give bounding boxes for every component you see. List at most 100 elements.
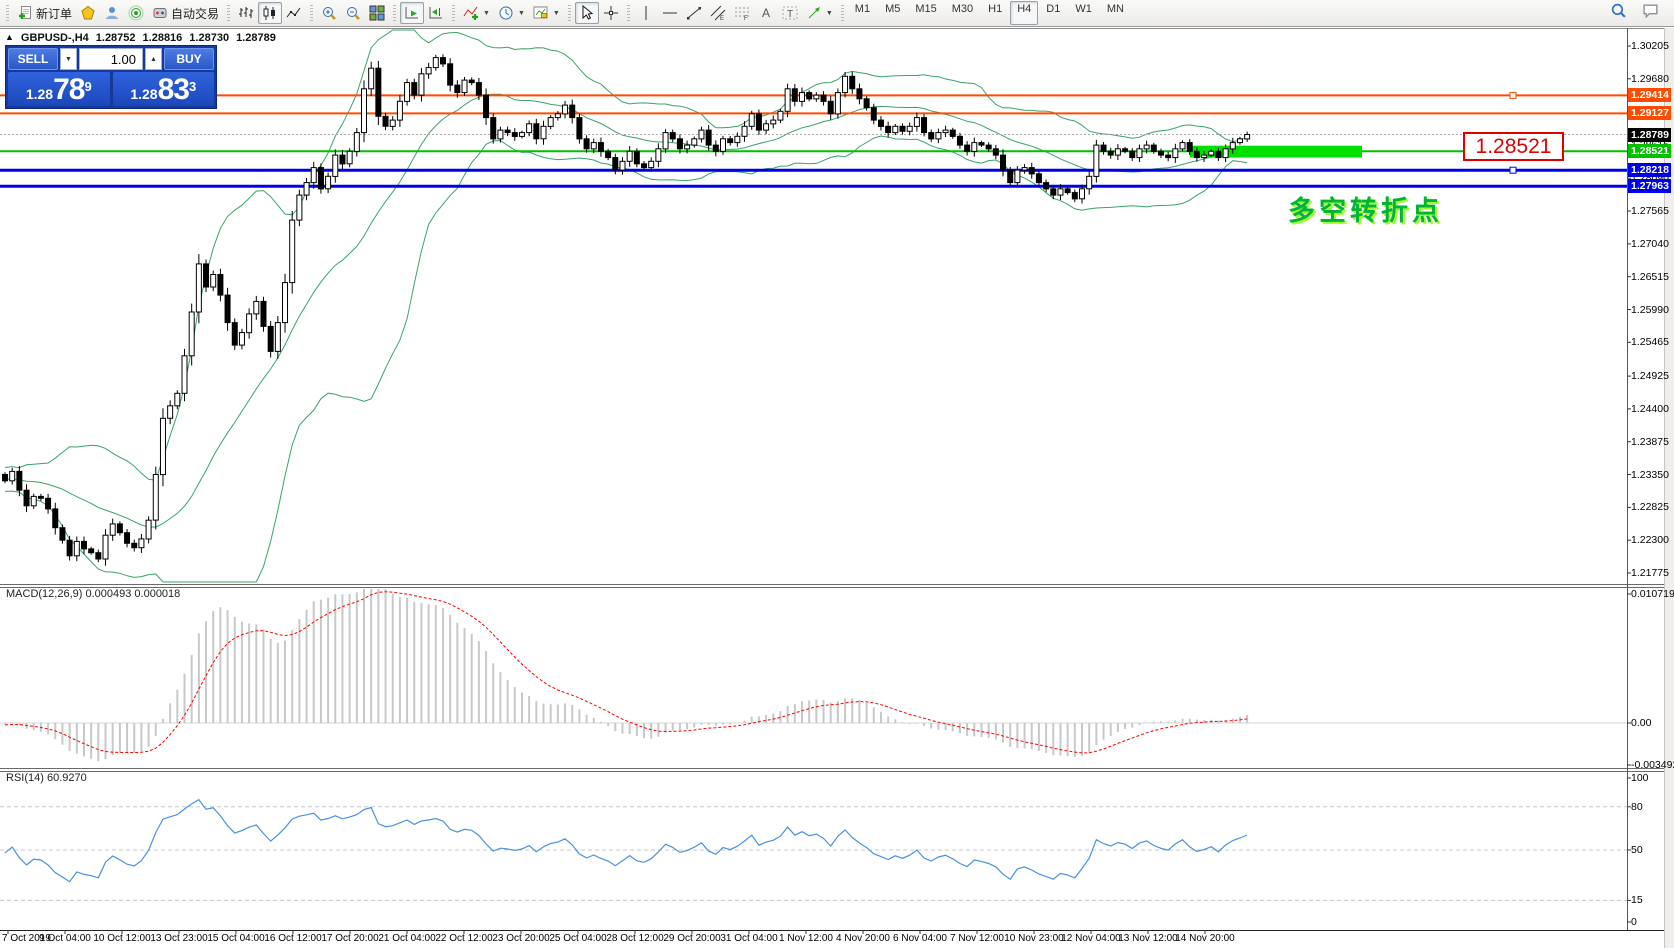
- candle-body: [813, 94, 820, 100]
- price-chart-canvas[interactable]: [0, 28, 1664, 948]
- volume-decrease-button[interactable]: ▼: [60, 48, 77, 70]
- candle-body: [676, 138, 683, 150]
- text-label-button[interactable]: T: [778, 2, 802, 24]
- templates-button[interactable]: ▼: [529, 2, 564, 24]
- line-chart-button[interactable]: [282, 2, 306, 24]
- toolbar-drag-handle[interactable]: [227, 5, 231, 21]
- price-line-tag[interactable]: 1.29414: [1628, 88, 1671, 102]
- candle-body: [404, 82, 411, 102]
- timeframe-button-m15[interactable]: M15: [915, 3, 937, 15]
- bar-chart-icon: [238, 5, 254, 21]
- one-click-collapse-arrow[interactable]: ▲: [5, 32, 14, 42]
- macd-label: MACD(12,26,9) 0.000493 0.000018: [6, 588, 181, 600]
- toolbar-drag-handle[interactable]: [567, 5, 571, 21]
- time-axis-label: 15 Oct 04:00: [207, 933, 265, 944]
- candle-body: [533, 123, 540, 140]
- buy-price-display[interactable]: 1.28 83 3: [112, 72, 214, 106]
- candle-body: [913, 117, 920, 127]
- fibonacci-button[interactable]: F: [730, 2, 754, 24]
- news-button[interactable]: [124, 2, 148, 24]
- bar-chart-button[interactable]: [234, 2, 258, 24]
- volume-increase-button[interactable]: ▲: [145, 48, 162, 70]
- candle-body: [712, 144, 719, 152]
- sell-button[interactable]: SELL: [8, 48, 58, 70]
- price-line-tag[interactable]: 1.28218: [1628, 163, 1671, 177]
- candle-body: [906, 125, 913, 132]
- price-line-tag[interactable]: 1.28789: [1628, 128, 1671, 142]
- autotrading-button[interactable]: 自动交易: [148, 2, 223, 24]
- toolbar-drag-handle[interactable]: [393, 5, 397, 21]
- time-axis-label: 9 Oct 04:00: [39, 933, 91, 944]
- timeframe-button-h1[interactable]: H1: [988, 3, 1003, 15]
- price-line-tag[interactable]: 1.29127: [1628, 106, 1671, 120]
- cursor-button[interactable]: [574, 2, 599, 24]
- highlight-zone[interactable]: [1190, 145, 1362, 158]
- price-level-callout[interactable]: 1.28521: [1463, 132, 1564, 161]
- macd-tick-label: 0.010719: [1631, 588, 1674, 600]
- candle-body: [317, 167, 324, 190]
- toolbar-drag-handle[interactable]: [840, 5, 844, 21]
- timeframe-button-mn[interactable]: MN: [1106, 3, 1124, 15]
- vertical-line-button[interactable]: [634, 2, 658, 24]
- price-tick-label: 1.30205: [1631, 40, 1669, 52]
- new-order-button[interactable]: 新订单: [13, 2, 76, 24]
- trendline-button[interactable]: [682, 2, 706, 24]
- candle-body: [138, 538, 145, 549]
- buy-button[interactable]: BUY: [164, 48, 214, 70]
- community-button[interactable]: [100, 2, 124, 24]
- candle-body: [1244, 134, 1251, 140]
- toolbar-drag-handle[interactable]: [626, 5, 630, 21]
- zoom-in-button[interactable]: [317, 2, 341, 24]
- chart-shift-button[interactable]: [424, 2, 448, 24]
- candle-body: [899, 125, 906, 132]
- candle-body: [863, 98, 870, 109]
- toolbar-drag-handle[interactable]: [6, 5, 9, 21]
- toolbar-drag-handle[interactable]: [310, 5, 314, 21]
- timeframe-button-w1[interactable]: W1: [1075, 3, 1092, 15]
- timeframe-button-m1[interactable]: M1: [854, 3, 871, 15]
- candle-body: [361, 88, 367, 134]
- timeframe-button-m5[interactable]: M5: [885, 3, 901, 15]
- cursor-icon: [579, 5, 595, 21]
- candle-body: [439, 57, 446, 65]
- window-scroll-strip[interactable]: [1664, 28, 1674, 948]
- timeframe-button-m30[interactable]: M30: [951, 3, 974, 15]
- symbol-timeframe-label: GBPUSD-,H4: [20, 32, 89, 44]
- sell-price-display[interactable]: 1.28 78 9: [8, 72, 110, 106]
- candle-body: [1050, 188, 1057, 196]
- text-icon: A: [758, 5, 774, 21]
- search-icon[interactable]: [1610, 2, 1627, 24]
- candle-body: [145, 519, 152, 540]
- candle-body: [562, 104, 569, 115]
- toolbar-drag-handle[interactable]: [452, 5, 456, 21]
- horizontal-line-button[interactable]: [658, 2, 682, 24]
- arrows-button[interactable]: ▼: [802, 2, 837, 24]
- candle-body: [849, 75, 856, 90]
- candle-body: [928, 132, 935, 140]
- chat-icon[interactable]: [1641, 2, 1660, 24]
- price-line-tag[interactable]: 1.27963: [1628, 179, 1671, 193]
- equidistant-channel-button[interactable]: E: [706, 2, 730, 24]
- timeframe-button-d1[interactable]: D1: [1046, 3, 1061, 15]
- text-button[interactable]: A: [754, 2, 778, 24]
- zoom-out-icon: [345, 5, 361, 21]
- timeframe-button-h4[interactable]: H4: [1010, 1, 1039, 25]
- candle-body: [382, 115, 389, 127]
- price-line-tag[interactable]: 1.28521: [1628, 144, 1671, 158]
- candlestick-chart-button[interactable]: [258, 2, 283, 24]
- periods-button[interactable]: ▼: [494, 2, 529, 24]
- volume-input[interactable]: [79, 48, 143, 70]
- metaeditor-button[interactable]: [76, 2, 100, 24]
- crosshair-button[interactable]: [599, 2, 623, 24]
- tile-windows-button[interactable]: [365, 2, 389, 24]
- auto-scroll-button[interactable]: [400, 2, 425, 24]
- candle-body: [648, 160, 655, 169]
- turning-point-annotation[interactable]: 多空转折点: [1288, 196, 1443, 226]
- candle-body: [791, 88, 798, 102]
- indicators-button[interactable]: ▼: [459, 2, 494, 24]
- line-handle[interactable]: [1509, 91, 1517, 99]
- chevron-down-icon: ▼: [552, 9, 560, 17]
- line-handle[interactable]: [1509, 166, 1517, 174]
- zoom-out-button[interactable]: [341, 2, 365, 24]
- chevron-down-icon: ▼: [483, 9, 490, 17]
